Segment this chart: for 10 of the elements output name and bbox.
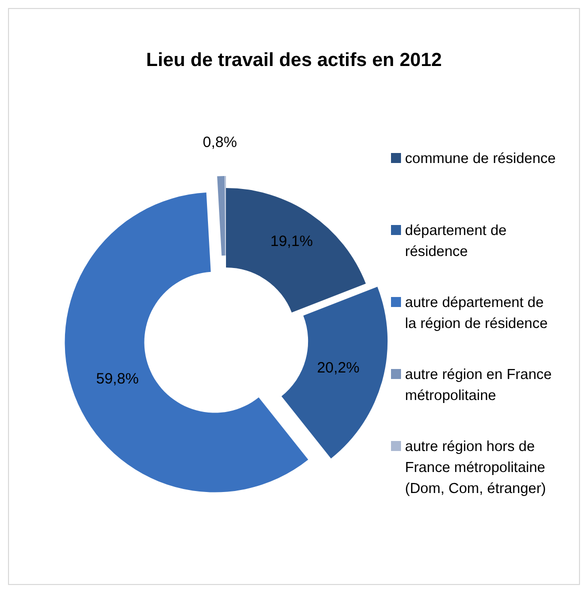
data-label: 0,8%: [202, 134, 237, 152]
legend-label: autre région hors de France métropolitaine (Dom, Com, étranger): [405, 439, 546, 497]
legend-label: département de résidence: [405, 223, 507, 260]
data-label: 19,1%: [270, 233, 313, 250]
data-label: 59,8%: [96, 370, 139, 388]
legend-label: autre région en France métropolitaine: [405, 367, 552, 404]
chart-title: Lieu de travail des actifs en 2012: [146, 50, 442, 71]
legend-label: autre département de la région de résidence: [405, 295, 548, 332]
legend-label: commune de résidence: [405, 151, 556, 167]
data-label: 20,2%: [316, 359, 360, 376]
